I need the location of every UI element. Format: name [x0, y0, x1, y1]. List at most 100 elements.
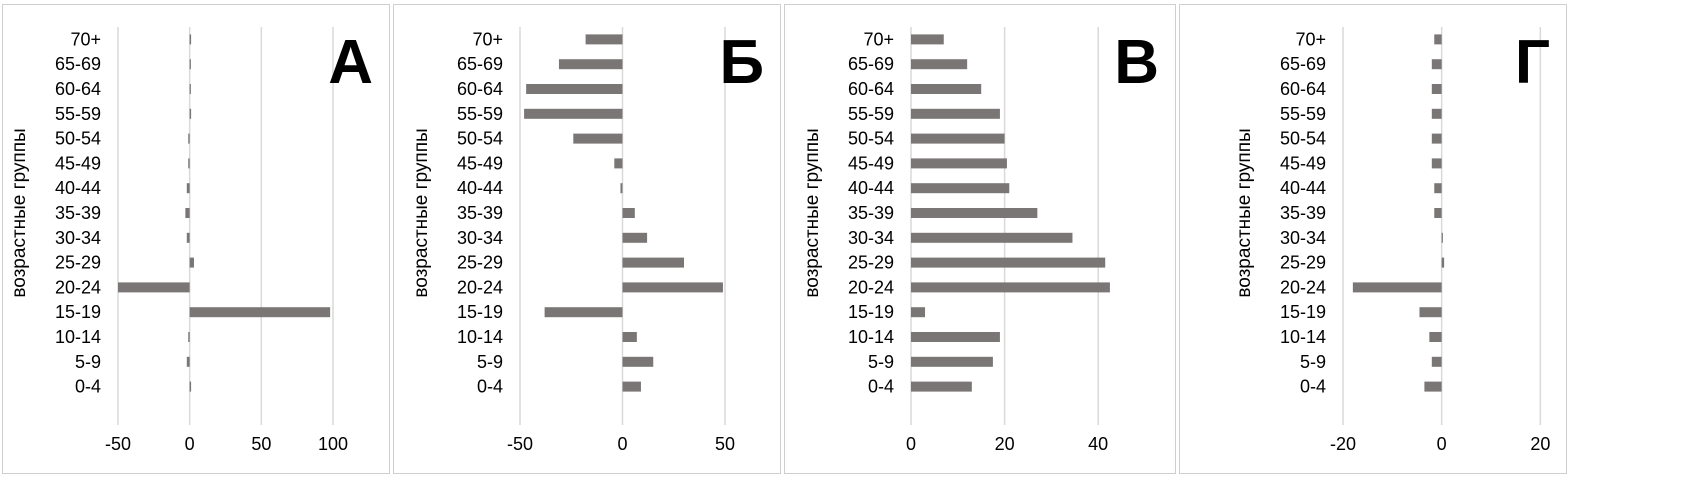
category-tick-label: 50-54 [457, 129, 503, 149]
bar-65-69 [911, 59, 968, 70]
bar-40-44 [1434, 183, 1442, 194]
category-tick-label: 40-44 [55, 178, 101, 198]
x-tick-label: -50 [105, 434, 131, 454]
category-tick-label: 40-44 [1280, 178, 1326, 198]
x-tick-label: 0 [617, 434, 627, 454]
category-tick-label: 45-49 [1280, 153, 1326, 173]
bar-55-59 [1431, 108, 1442, 119]
bar-50-54 [911, 133, 1005, 144]
category-tick-label: 0-4 [868, 377, 894, 397]
category-tick-label: 5-9 [75, 352, 101, 372]
x-tick-label: 20 [1530, 434, 1550, 454]
category-tick-label: 25-29 [1280, 253, 1326, 273]
chart-panel-v: 0-4 5-9 10-14 15-19 20-24 25-29 30-34 35-39 40-4… [784, 4, 1176, 474]
chart-title-letter: В [1114, 28, 1159, 97]
chart-svg: 0-4 5-9 10-14 15-19 20-24 25-29 30-34 35-39 40-4… [802, 27, 1159, 454]
category-tick-label: 10-14 [1280, 327, 1326, 347]
category-tick-label: 20-24 [55, 277, 101, 297]
x-tick-label: 100 [318, 434, 348, 454]
category-tick-label: 15-19 [457, 302, 503, 322]
chart-svg: 0-4 5-9 10-14 15-19 20-24 25-29 30-34 35-39 40-4… [9, 27, 373, 454]
bar-55-59 [911, 108, 1000, 119]
category-tick-label: 20-24 [1280, 277, 1326, 297]
y-axis-title: возрастные группы [9, 128, 30, 297]
category-tick-label: 55-59 [848, 104, 894, 124]
bar-5-9 [911, 356, 993, 367]
category-tick-label: 10-14 [457, 327, 503, 347]
bar-35-39 [1434, 208, 1442, 218]
bar-45-49 [911, 158, 1007, 169]
bar-5-9 [186, 356, 190, 367]
category-tick-label: 25-29 [848, 253, 894, 273]
x-tick-label: 0 [906, 434, 916, 454]
bar-5-9 [622, 356, 654, 367]
bar-60-64 [911, 84, 982, 94]
category-tick-label: 15-19 [848, 302, 894, 322]
category-tick-label: 70+ [70, 29, 101, 49]
chart-svg: 0-4 5-9 10-14 15-19 20-24 25-29 30-34 35-39 40-4… [411, 27, 764, 454]
bar-0-4 [1424, 381, 1442, 392]
bar-60-64 [526, 84, 623, 94]
category-tick-label: 55-59 [457, 104, 503, 124]
category-tick-label: 35-39 [55, 203, 101, 223]
category-tick-label: 45-49 [457, 153, 503, 173]
category-tick-label: 55-59 [1280, 104, 1326, 124]
category-tick-label: 5-9 [1300, 352, 1326, 372]
bar-30-34 [622, 232, 648, 243]
bar-65-69 [558, 59, 623, 70]
category-tick-label: 60-64 [457, 79, 503, 99]
category-tick-label: 55-59 [55, 104, 101, 124]
category-tick-label: 5-9 [868, 352, 894, 372]
category-tick-label: 25-29 [55, 253, 101, 273]
category-tick-label: 50-54 [55, 129, 101, 149]
category-tick-label: 15-19 [1280, 302, 1326, 322]
bar-60-64 [1431, 84, 1442, 94]
chart-panel-a: 0-4 5-9 10-14 15-19 20-24 25-29 30-34 35-39 40-4… [2, 4, 390, 474]
category-tick-label: 30-34 [55, 228, 101, 248]
bar-30-34 [186, 232, 190, 243]
bar-40-44 [186, 183, 190, 194]
bar-50-54 [573, 133, 623, 144]
bar-0-4 [622, 381, 641, 392]
category-tick-label: 65-69 [457, 54, 503, 74]
bar-50-54 [1431, 133, 1442, 144]
x-tick-label: 0 [185, 434, 195, 454]
bar-15-19 [189, 307, 331, 318]
bar-15-19 [544, 307, 623, 318]
bar-0-4 [911, 381, 972, 392]
category-tick-label: 30-34 [1280, 228, 1326, 248]
bar-35-39 [622, 208, 635, 218]
bar-70+ [585, 34, 623, 45]
bar-70+ [911, 34, 944, 45]
bar-20-24 [622, 282, 723, 293]
bar-20-24 [1352, 282, 1442, 293]
bar-15-19 [911, 307, 926, 318]
y-axis-title: возрастные группы [411, 128, 432, 297]
category-tick-label: 60-64 [1280, 79, 1326, 99]
category-tick-label: 35-39 [848, 203, 894, 223]
chart-svg: 0-4 5-9 10-14 15-19 20-24 25-29 30-34 35-39 40-4… [1234, 27, 1550, 454]
category-tick-label: 35-39 [457, 203, 503, 223]
y-axis-title: возрастные группы [802, 128, 823, 297]
category-tick-label: 70+ [472, 29, 503, 49]
category-tick-label: 0-4 [1300, 377, 1326, 397]
bar-0-4 [189, 381, 192, 392]
category-tick-label: 10-14 [848, 327, 894, 347]
category-tick-label: 45-49 [55, 153, 101, 173]
category-tick-label: 60-64 [848, 79, 894, 99]
category-tick-label: 25-29 [457, 253, 503, 273]
chart-title-letter: А [328, 28, 373, 97]
bar-20-24 [911, 282, 1110, 293]
chart-panel-g: 0-4 5-9 10-14 15-19 20-24 25-29 30-34 35-39 40-4… [1179, 4, 1567, 474]
bar-55-59 [524, 108, 623, 119]
bar-35-39 [911, 208, 1038, 218]
bar-25-29 [1441, 257, 1445, 268]
category-tick-label: 40-44 [848, 178, 894, 198]
bar-55-59 [189, 108, 192, 119]
bar-30-34 [1441, 232, 1443, 243]
bar-45-49 [1431, 158, 1442, 169]
bar-65-69 [1431, 59, 1442, 70]
y-axis-title: возрастные группы [1234, 128, 1255, 297]
category-tick-label: 40-44 [457, 178, 503, 198]
category-tick-label: 15-19 [55, 302, 101, 322]
